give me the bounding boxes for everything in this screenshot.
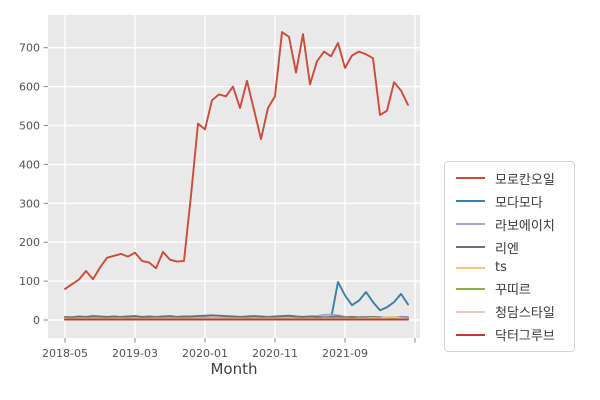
legend-label-1: 모로칸오일 bbox=[495, 172, 555, 188]
legend-label-6: 꾸띠르 bbox=[495, 283, 531, 299]
legend-label-8: 닥터그루브 bbox=[495, 329, 555, 344]
x-tick-label: 2019-03 bbox=[112, 347, 158, 360]
x-tick-label: 2021-09 bbox=[322, 347, 368, 360]
y-tick-label: 200 bbox=[19, 236, 40, 249]
x-tick-label: 2018-05 bbox=[42, 347, 88, 360]
legend-item-3: 라보에이치 bbox=[445, 215, 574, 234]
y-tick-label: 400 bbox=[19, 158, 40, 171]
plot-area bbox=[48, 15, 420, 338]
legend-swatch-4 bbox=[456, 246, 485, 248]
legend-item-1: 모로칸오일 bbox=[445, 169, 574, 188]
legend-label-3: 라보에이치 bbox=[495, 218, 555, 234]
x-axis-title: Month bbox=[210, 360, 257, 378]
y-tick-label: 0 bbox=[33, 314, 40, 327]
legend-item-6: 꾸띠르 bbox=[445, 279, 574, 298]
y-tick-label: 300 bbox=[19, 197, 40, 210]
legend-label-4: 리엔 bbox=[495, 241, 519, 257]
legend-swatch-1 bbox=[456, 177, 485, 180]
legend-item-8: 닥터그루브 bbox=[445, 325, 574, 344]
y-tick-label: 700 bbox=[19, 42, 40, 55]
legend-label-7: 청담스타일 bbox=[495, 306, 555, 322]
series-line-1 bbox=[64, 31, 409, 290]
legend-item-2: 모다모다 bbox=[445, 192, 574, 211]
y-tick-label: 500 bbox=[19, 120, 40, 133]
series-line-4 bbox=[64, 314, 409, 319]
x-tick-label: 2020-11 bbox=[252, 347, 298, 360]
legend-item-7: 청담스타일 bbox=[445, 302, 574, 321]
x-tick-label: 2020-01 bbox=[182, 347, 228, 360]
legend-item-4: 리엔 bbox=[445, 238, 574, 257]
legend-item-5: ts bbox=[445, 260, 574, 275]
legend-swatch-2 bbox=[456, 200, 485, 203]
series-lines bbox=[64, 31, 409, 321]
legend-swatch-7 bbox=[456, 310, 485, 313]
legend-swatch-6 bbox=[456, 287, 485, 290]
y-tick-label: 600 bbox=[19, 81, 40, 94]
legend-label-5: ts bbox=[495, 260, 507, 276]
axis-ticks bbox=[43, 47, 416, 343]
legend-label-2: 모다모다 bbox=[495, 195, 543, 211]
legend-swatch-5 bbox=[456, 266, 485, 269]
legend-swatch-8 bbox=[456, 333, 485, 336]
legend-swatch-3 bbox=[456, 223, 485, 226]
y-tick-label: 100 bbox=[19, 275, 40, 288]
axis-tick-labels: 0 100 200 300 400 500 600 700 2018-05 2019-03 2020… bbox=[19, 42, 368, 360]
gridlines bbox=[48, 15, 420, 338]
